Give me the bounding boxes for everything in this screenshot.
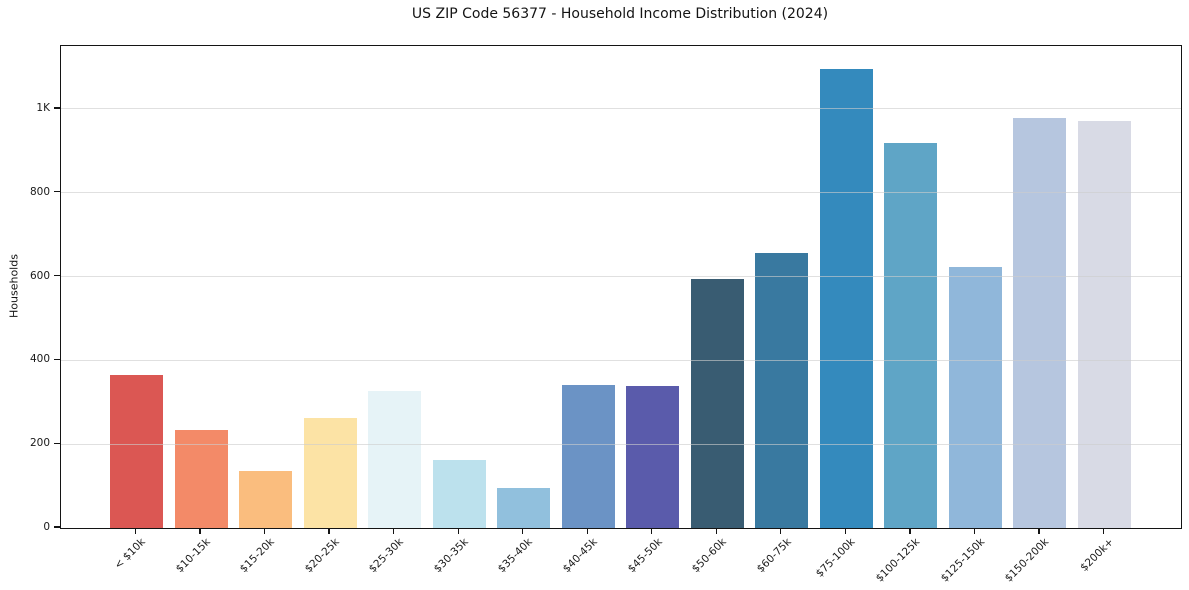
y-tick-mark — [54, 107, 60, 109]
bar-125-150k — [948, 267, 1002, 528]
bar-200k — [1078, 121, 1131, 528]
x-tick-mark — [263, 528, 266, 534]
x-tick-label: < $10k — [112, 536, 148, 572]
bar-25-30k — [368, 391, 422, 528]
x-tick-mark — [586, 528, 588, 534]
y-tick-label: 0 — [43, 521, 50, 533]
chart-title: US ZIP Code 56377 - Household Income Dis… — [411, 6, 829, 22]
x-tick-mark — [973, 528, 976, 534]
y-tick-label: 200 — [29, 437, 50, 450]
bar-60-75k — [755, 252, 809, 528]
x-tick-mark — [780, 528, 782, 534]
x-tick-mark — [909, 528, 911, 534]
bar-35-40k — [497, 487, 551, 528]
y-tick-mark — [54, 442, 60, 444]
y-tick-label: 400 — [29, 353, 50, 366]
bar-45-50k — [626, 386, 680, 528]
x-tick-label: $35-40k — [496, 536, 536, 576]
x-tick-mark — [522, 528, 524, 534]
x-axis-tick-labels: < $10k $10-15k $15-20k $20-25k $25-30k $30-35… — [60, 536, 1180, 590]
x-tick-label: $20-25k — [302, 536, 342, 576]
bar-50-60k — [690, 278, 744, 528]
x-tick-mark — [1038, 528, 1040, 534]
bar-20-25k — [303, 417, 357, 528]
x-tick-mark — [328, 528, 330, 534]
x-tick-label: $200k+ — [1078, 536, 1116, 574]
bar-10-15k — [174, 429, 228, 528]
x-axis-tick-marks — [60, 528, 1180, 535]
x-tick-label: $100-125k — [873, 536, 923, 585]
x-tick-mark — [392, 528, 395, 534]
x-tick-mark — [651, 528, 653, 534]
x-tick-label: $150-200k — [1002, 536, 1052, 585]
x-tick-label: $30-35k — [431, 536, 471, 576]
bar-30-35k — [432, 460, 486, 528]
bar-15-20k — [239, 471, 293, 528]
x-tick-label: $50-60k — [689, 536, 729, 576]
y-axis-tick-marks — [54, 45, 60, 528]
y-tick-mark — [54, 191, 60, 193]
plot-area — [60, 45, 1182, 529]
bar-75-100k — [819, 69, 873, 528]
x-tick-mark — [134, 528, 137, 534]
x-tick-label: $25-30k — [367, 536, 407, 576]
bar-100-125k — [884, 142, 938, 528]
bar-40-45k — [561, 384, 615, 528]
x-tick-label: $10-15k — [173, 536, 213, 576]
x-tick-label: $125-150k — [938, 536, 987, 585]
x-tick-label: $40-45k — [560, 536, 600, 576]
y-tick-label: 600 — [29, 269, 50, 282]
bar-10k — [110, 374, 163, 528]
y-tick-mark — [54, 274, 60, 277]
y-tick-mark — [54, 526, 60, 528]
y-tick-label: 800 — [29, 185, 50, 198]
x-tick-mark — [199, 528, 201, 534]
x-tick-label: $60-75k — [754, 536, 794, 576]
x-tick-label: $75-100k — [814, 536, 858, 580]
x-tick-mark — [715, 528, 717, 534]
bar-150-200k — [1013, 118, 1067, 528]
gridline-y1000 — [61, 108, 1181, 110]
x-tick-label: $45-50k — [625, 536, 665, 576]
y-tick-mark — [54, 358, 60, 360]
x-tick-mark — [1102, 528, 1105, 534]
x-tick-mark — [844, 528, 846, 534]
x-tick-label: $15-20k — [237, 536, 278, 576]
x-tick-mark — [457, 528, 459, 534]
y-tick-label: 1K — [36, 101, 50, 114]
y-axis-tick-labels: 0 200 400 600 800 1K — [0, 45, 50, 533]
